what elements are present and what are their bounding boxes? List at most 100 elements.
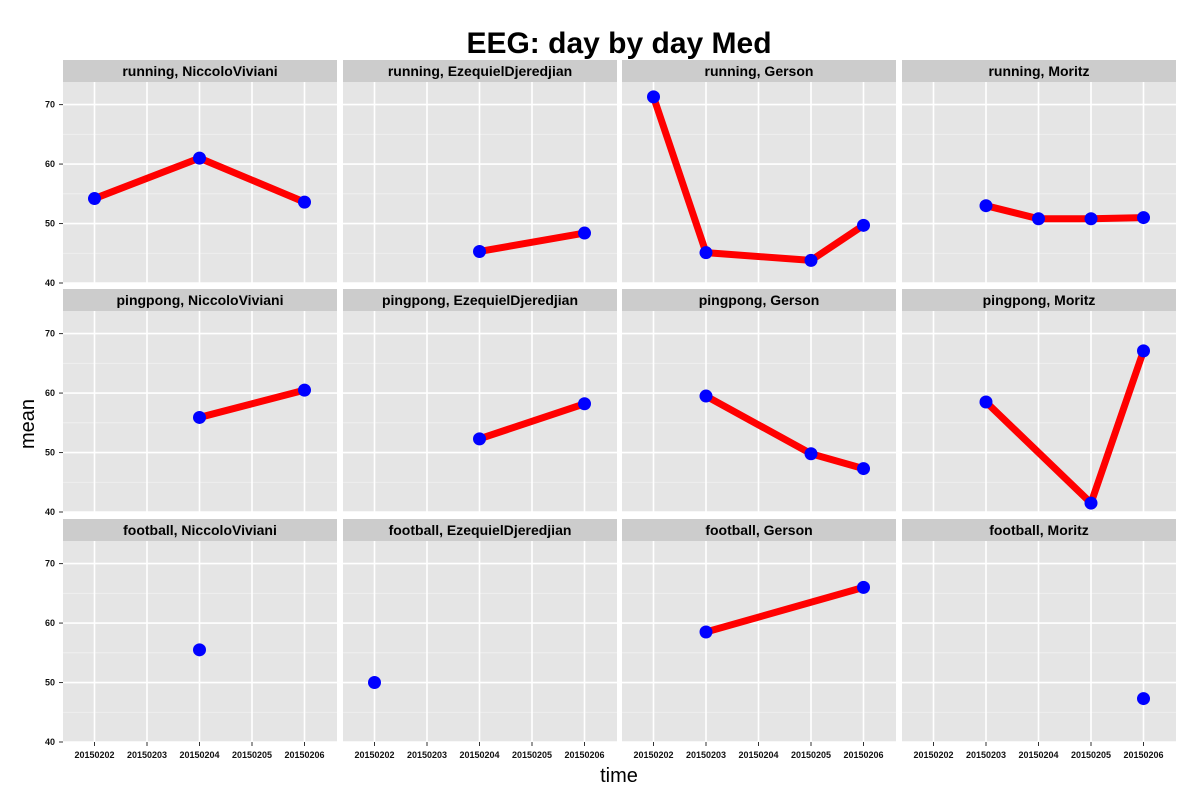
facet-strip-label: football, EzequielDjeredjian [389, 522, 572, 538]
facet-strip-label: pingpong, Moritz [983, 292, 1096, 308]
facet-strip [622, 60, 896, 82]
y-axis-title: mean [17, 399, 39, 449]
x-tick-label: 20150206 [843, 750, 883, 760]
x-axis-title: time [600, 765, 638, 787]
data-point [578, 397, 591, 411]
x-tick-label: 20150203 [407, 750, 447, 760]
facet-panel: pingpong, EzequielDjeredjian [343, 289, 617, 513]
x-tick-label: 20150205 [232, 750, 272, 760]
y-tick-label: 40 [45, 737, 55, 747]
x-tick-label: 20150202 [354, 750, 394, 760]
y-tick-label: 50 [45, 219, 55, 229]
x-tick-label: 20150206 [564, 750, 604, 760]
facet-panel: running, EzequielDjeredjian [343, 60, 617, 284]
y-tick-label: 70 [45, 559, 55, 569]
x-tick-label: 20150204 [738, 750, 778, 760]
facet-strip-label: running, NiccoloViviani [122, 63, 277, 79]
series-line [476, 400, 588, 443]
x-tick-label: 20150202 [913, 750, 953, 760]
facet-strip [63, 289, 337, 311]
x-tick-label: 20150206 [1123, 750, 1163, 760]
series-line [702, 583, 867, 636]
data-point [1084, 496, 1098, 510]
facet-strip [902, 60, 1176, 82]
facet-strip [63, 60, 337, 82]
data-point [1084, 212, 1098, 226]
x-tick-label: 20150202 [633, 750, 673, 760]
y-tick-label: 60 [45, 388, 55, 398]
data-point [857, 218, 870, 232]
data-point [1137, 692, 1150, 706]
facet-panel: running, Gerson [622, 60, 896, 284]
facet-strip [622, 289, 896, 311]
x-tick-label: 20150203 [127, 750, 167, 760]
facet-strip [63, 519, 337, 541]
y-tick-label: 70 [45, 100, 55, 110]
data-point [699, 625, 713, 639]
data-point [298, 383, 311, 397]
data-point [804, 447, 818, 461]
facet-strip [902, 289, 1176, 311]
facet-strip-label: pingpong, Gerson [699, 292, 820, 308]
data-point [368, 676, 381, 690]
data-point [473, 244, 486, 258]
facet-strip-label: football, Moritz [989, 522, 1089, 538]
x-tick-label: 20150205 [1071, 750, 1111, 760]
chart-title: EEG: day by day Med [466, 27, 771, 60]
series-line [476, 229, 588, 255]
data-point [699, 389, 713, 403]
facet-panel: football, Moritz 20150202 20150203 20150204… [902, 519, 1176, 760]
y-tick-label: 60 [45, 159, 55, 169]
y-tick-label: 40 [45, 278, 55, 288]
data-point [298, 195, 311, 209]
data-point [578, 226, 591, 240]
facet-panel: football, EzequielDjeredjian 20150202 2015… [343, 519, 617, 760]
facet-strip-label: running, EzequielDjeredjian [388, 63, 572, 79]
x-tick-label: 20150204 [459, 750, 499, 760]
series-line [650, 93, 867, 264]
facet-strip [343, 289, 617, 311]
x-tick-label: 20150205 [512, 750, 552, 760]
facet-strip-label: football, NiccoloViviani [123, 522, 277, 538]
x-tick-label: 20150205 [791, 750, 831, 760]
x-tick-label: 20150204 [179, 750, 219, 760]
y-tick-label: 60 [45, 618, 55, 628]
facet-panel: running, NiccoloViviani 40 50 60 70 [45, 60, 337, 288]
y-tick-label: 70 [45, 329, 55, 339]
data-point [804, 253, 818, 267]
facet-strip [343, 519, 617, 541]
facet-panel: pingpong, NiccoloViviani 40 50 60 70 [45, 289, 337, 517]
x-tick-label: 20150206 [284, 750, 324, 760]
x-tick-label: 20150202 [74, 750, 114, 760]
x-tick-label: 20150204 [1018, 750, 1058, 760]
facet-strip-label: running, Moritz [988, 63, 1089, 79]
facet-panel: football, Gerson 20150202 20150203 20150204… [622, 519, 896, 760]
data-point [88, 192, 101, 206]
x-tick-label: 20150203 [966, 750, 1006, 760]
facet-panel: running, Moritz [902, 60, 1176, 284]
data-point [979, 199, 993, 213]
data-point [473, 432, 486, 446]
facet-panel: pingpong, Gerson [622, 289, 896, 513]
data-point [979, 395, 993, 409]
facet-strip-label: football, Gerson [705, 522, 812, 538]
data-point [857, 462, 870, 476]
x-tick-label: 20150203 [686, 750, 726, 760]
data-point [193, 643, 206, 657]
data-point [857, 580, 870, 594]
facet-panel: pingpong, Moritz [902, 289, 1176, 513]
data-point [1137, 211, 1150, 225]
facet-strip-label: pingpong, NiccoloViviani [117, 292, 284, 308]
data-point [1137, 344, 1150, 358]
panels-layer: running, NiccoloViviani40506070running, … [45, 60, 1176, 760]
data-point [647, 90, 660, 104]
y-tick-label: 40 [45, 507, 55, 517]
data-point [193, 410, 206, 424]
facet-panel: football, NiccoloViviani 40 50 60 70 20150202… [45, 519, 337, 760]
series-line [196, 386, 308, 421]
series-line [982, 202, 1147, 223]
y-tick-label: 50 [45, 448, 55, 458]
data-point [699, 246, 713, 260]
